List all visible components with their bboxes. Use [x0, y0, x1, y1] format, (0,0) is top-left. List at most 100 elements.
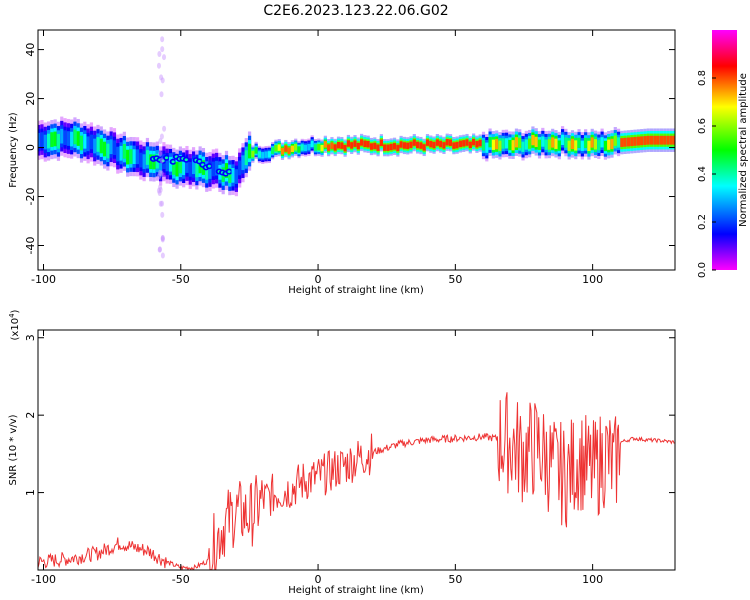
heat-noise — [162, 175, 167, 182]
heat-cell — [524, 139, 528, 150]
heat-cell — [290, 145, 295, 153]
x-tick-label: 50 — [448, 573, 462, 586]
heat-noise — [159, 133, 164, 140]
heat-cell — [73, 129, 77, 145]
heat-noise — [158, 138, 163, 145]
heat-noise — [158, 186, 163, 193]
colorbar-tick-label: 0.2 — [697, 214, 708, 230]
heat-cell — [439, 140, 443, 148]
heat-cell — [208, 164, 212, 179]
heat-cell — [211, 161, 215, 177]
heat-cell — [188, 162, 192, 177]
heat-cell — [465, 139, 469, 146]
heat-cell — [70, 131, 74, 147]
x-tick-label: 50 — [448, 273, 462, 286]
heat-noise — [160, 235, 165, 242]
x-tick-label: -100 — [31, 273, 56, 286]
y-tick-label: -40 — [24, 237, 37, 255]
heat-cell — [366, 141, 370, 148]
heat-cell — [333, 144, 337, 151]
heat-cell — [66, 131, 70, 146]
heat-cell — [633, 136, 637, 146]
heat-cell — [159, 158, 163, 174]
heat-cell — [149, 154, 153, 170]
heat-noise — [160, 36, 165, 43]
heat-cell — [145, 150, 150, 165]
heat-noise — [160, 252, 165, 259]
heat-cell — [544, 139, 548, 150]
heat-cell — [587, 140, 591, 152]
heat-noise — [156, 62, 161, 69]
heat-cell — [537, 139, 542, 150]
heat-cell — [495, 139, 499, 150]
spectrogram-heatmap — [38, 36, 675, 259]
heat-cell — [135, 149, 140, 165]
heat-cell — [346, 140, 351, 147]
heat-cell — [109, 139, 113, 155]
snr-y-label: SNR (10 * v/v) — [8, 414, 19, 485]
heat-cell — [425, 139, 430, 146]
heat-cell — [659, 135, 664, 145]
heat-noise — [160, 46, 165, 53]
heat-noise — [160, 77, 165, 84]
snr-frame — [37, 329, 676, 571]
heat-cell — [303, 144, 308, 152]
heat-noise — [160, 200, 165, 207]
snr-x-label: Height of straight line (km) — [288, 585, 424, 596]
spectrogram-frame — [37, 29, 676, 271]
heat-cell — [504, 138, 509, 149]
heat-cell — [231, 167, 235, 183]
heat-cell — [607, 139, 611, 150]
heat-cell — [205, 164, 209, 180]
heat-cell — [43, 134, 47, 150]
heat-cell — [623, 137, 627, 147]
colorbar-tick-label: 0.4 — [697, 166, 708, 182]
heat-cell — [96, 137, 100, 152]
heat-cell — [468, 141, 472, 149]
heat-cell — [406, 142, 410, 150]
heat-cell — [666, 135, 670, 145]
heat-cell — [511, 140, 515, 151]
heat-cell — [564, 137, 568, 148]
heat-cell — [455, 141, 459, 149]
heat-cell — [593, 139, 598, 150]
heat-cell — [336, 142, 341, 149]
heat-blob — [227, 170, 231, 174]
figure-title: C2E6.2023.123.22.06.G02 — [263, 3, 448, 19]
heat-cell — [83, 133, 87, 149]
heat-cell — [399, 141, 403, 148]
heat-cell — [350, 142, 354, 149]
snr-multiplier-exponent: 4 — [8, 313, 16, 318]
heat-cell — [317, 143, 321, 151]
snr-panel: -100 -50 0 50 100 1 2 3 Height of straight lin… — [8, 309, 676, 596]
heat-cell — [531, 134, 535, 146]
heat-cell — [626, 137, 631, 147]
heat-cell — [106, 143, 110, 159]
heat-cell — [392, 143, 397, 150]
heat-cell — [534, 136, 538, 148]
heat-cell — [244, 150, 248, 165]
heat-cell — [557, 140, 561, 151]
y-tick-label: 40 — [24, 43, 37, 57]
heat-cell — [663, 135, 667, 145]
heat-cell — [56, 133, 61, 149]
colorbar-tick-label: 0.6 — [697, 118, 708, 134]
heat-cell — [310, 140, 314, 148]
heat-cell — [139, 152, 143, 168]
heat-cell — [521, 141, 525, 152]
heat-blob — [184, 158, 188, 162]
heat-cell — [89, 134, 94, 150]
heat-cell — [175, 161, 179, 177]
heat-noise — [157, 246, 162, 253]
heat-blob — [197, 159, 202, 163]
heat-cell — [340, 142, 344, 149]
heat-cell — [215, 160, 219, 176]
heat-noise — [159, 91, 164, 98]
heat-cell — [274, 145, 278, 152]
heat-cell — [228, 168, 232, 183]
colorbar-ticks: 0.0 0.2 0.4 0.6 0.8 — [697, 70, 716, 278]
heat-cell — [284, 145, 288, 152]
heat-cell — [541, 136, 545, 147]
heat-cell — [46, 133, 51, 149]
